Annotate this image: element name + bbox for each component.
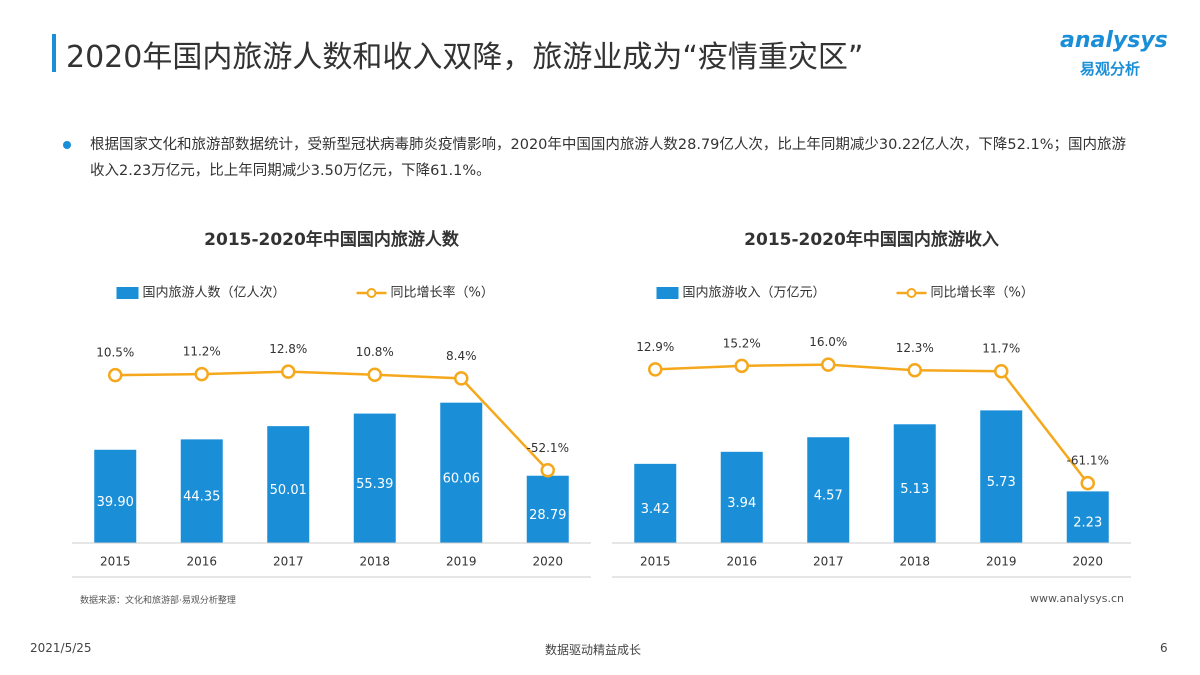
line-label: 8.4%	[446, 349, 477, 363]
line-label: 15.2%	[723, 336, 761, 350]
x-tick-label: 2020	[532, 555, 563, 569]
legend-swatch	[116, 287, 139, 299]
bar-label: 3.42	[641, 502, 670, 517]
date: 2021/5/25	[30, 641, 92, 655]
x-tick-label: 2017	[813, 555, 844, 569]
x-tick-label: 2019	[446, 555, 477, 569]
bar	[980, 410, 1023, 543]
line-label: -61.1%	[1067, 454, 1109, 468]
slogan: 数据驱动精益成长	[545, 643, 642, 657]
line-label: 10.8%	[356, 345, 394, 359]
line-marker	[281, 364, 296, 379]
line	[655, 363, 1089, 484]
x-tick-label: 2019	[986, 555, 1017, 569]
legend-label: 同比增长率（%）	[931, 285, 1034, 301]
line-marker	[648, 362, 663, 377]
bullet-text: 根据国家文化和旅游部数据统计，受新型冠状病毒肺炎疫情影响，2020年中国国内旅游…	[90, 137, 1126, 179]
line-label: -52.1%	[527, 441, 569, 455]
legend-marker	[366, 288, 377, 298]
x-tick-label: 2020	[1072, 555, 1103, 569]
line-label: 12.3%	[896, 341, 934, 355]
bar	[526, 475, 569, 543]
legend-label: 国内旅游人数（亿人次）	[143, 285, 286, 301]
line-marker	[367, 367, 382, 382]
bar-label: 4.57	[814, 489, 843, 504]
bar-label: 2.23	[1073, 516, 1102, 531]
logo-sub: 易观分析	[1080, 60, 1141, 78]
page-number: 6	[1160, 641, 1168, 655]
bar	[1066, 491, 1109, 543]
line-marker	[108, 367, 123, 383]
slide-title: 2020年国内旅游人数和收入双降，旅游业成为“疫情重灾区”	[66, 40, 864, 75]
bar	[353, 413, 396, 543]
line-marker	[994, 363, 1009, 379]
line-label: 12.9%	[636, 340, 674, 354]
bullet-dot	[63, 141, 71, 149]
bar-label: 28.79	[529, 508, 566, 523]
x-tick-label: 2018	[899, 555, 930, 569]
logo: analysys	[1060, 28, 1168, 53]
title-accent	[52, 34, 56, 72]
x-tick-label: 2017	[273, 555, 304, 569]
x-tick-label: 2016	[726, 555, 757, 569]
x-tick-label: 2018	[359, 555, 390, 569]
line-label: 11.7%	[982, 342, 1020, 356]
x-tick-label: 2015	[100, 555, 131, 569]
legend-marker	[906, 288, 917, 298]
bar	[807, 437, 850, 543]
line-marker	[1080, 475, 1095, 491]
website: www.analysys.cn	[1030, 592, 1124, 605]
bar-label: 5.13	[900, 482, 929, 497]
line	[115, 370, 549, 472]
chart-title: 2015-2020年中国国内旅游收入	[744, 229, 999, 250]
bar-label: 44.35	[183, 490, 220, 505]
line-label: 12.8%	[269, 342, 307, 356]
bar	[180, 439, 223, 543]
bar	[634, 463, 677, 543]
line-marker	[734, 358, 749, 374]
x-tick-label: 2015	[640, 555, 671, 569]
line-label: 11.2%	[183, 345, 221, 359]
legend-swatch	[656, 287, 679, 299]
bar	[720, 451, 763, 543]
bar-label: 60.06	[443, 471, 480, 486]
bar	[267, 426, 310, 543]
legend-label: 国内旅游收入（万亿元）	[683, 285, 826, 301]
line-marker	[540, 463, 555, 478]
line-marker	[907, 363, 922, 378]
bar	[94, 449, 137, 543]
source: 数据来源：文化和旅游部·易观分析整理	[80, 596, 236, 606]
x-tick-label: 2016	[186, 555, 217, 569]
bar	[893, 424, 936, 543]
line-marker	[821, 357, 836, 372]
bar-label: 55.39	[356, 477, 393, 492]
chart-title: 2015-2020年中国国内旅游人数	[204, 229, 460, 250]
line-marker	[454, 371, 469, 386]
line-label: 16.0%	[809, 335, 847, 349]
bar	[440, 402, 483, 543]
line-marker	[194, 366, 209, 382]
bar-label: 50.01	[270, 483, 307, 498]
bar-label: 3.94	[727, 496, 756, 511]
line-label: 10.5%	[96, 346, 134, 360]
bar-label: 39.90	[97, 495, 134, 510]
bar-label: 5.73	[987, 475, 1016, 490]
legend-label: 同比增长率（%）	[391, 285, 494, 301]
